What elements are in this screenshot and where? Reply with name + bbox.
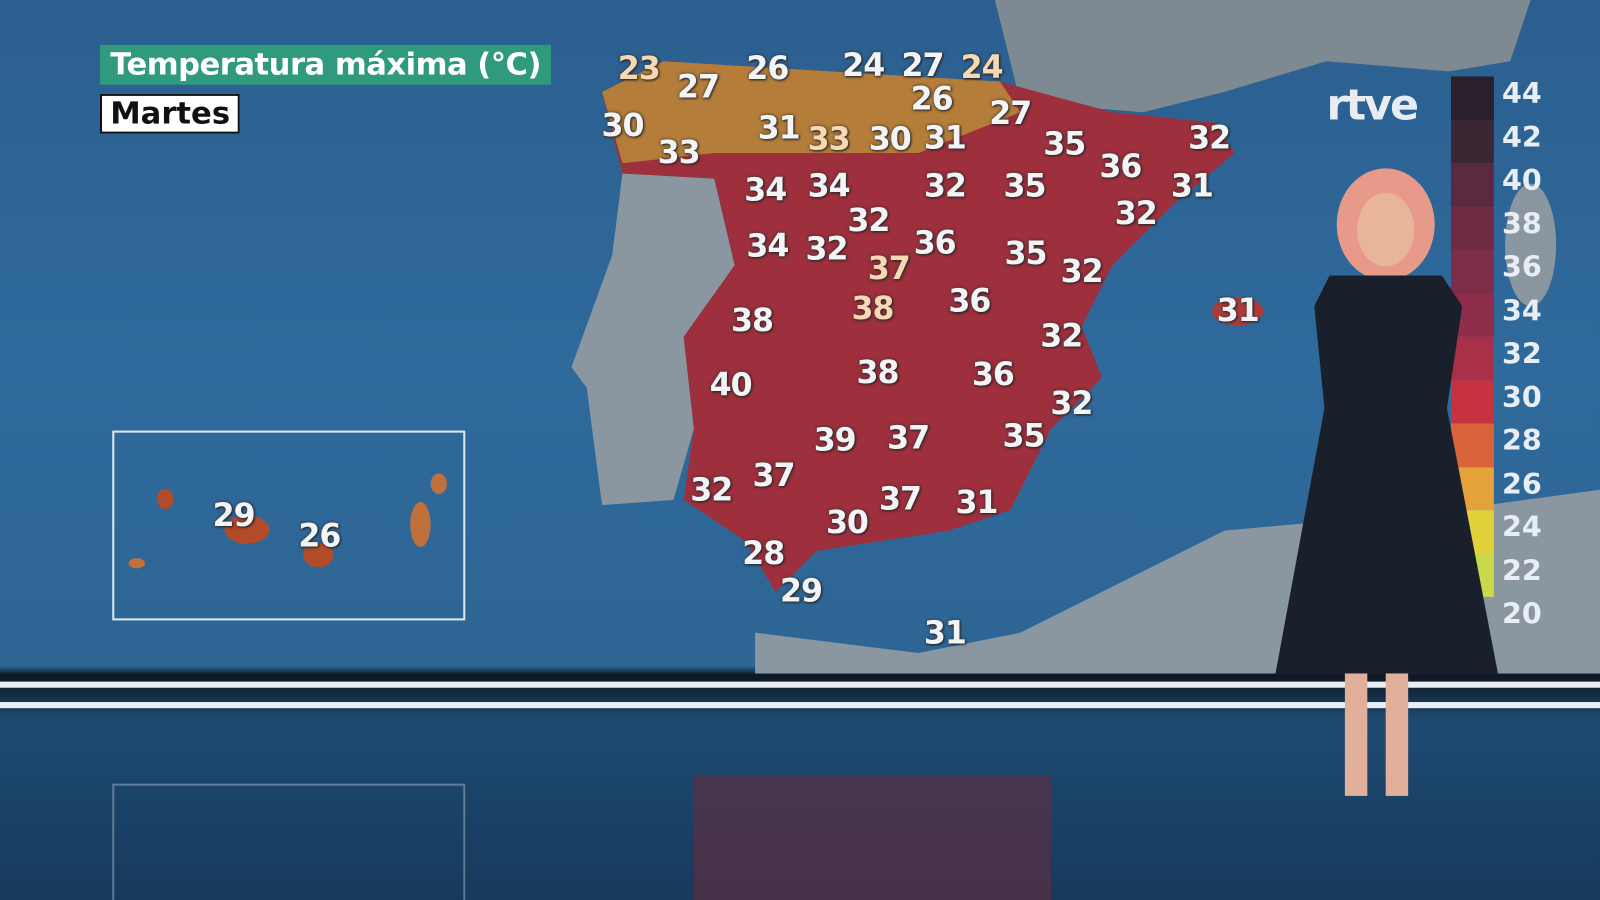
scale-tick-label: 40 — [1502, 163, 1542, 197]
scale-swatch — [1451, 76, 1494, 120]
temperature-label: 24 — [842, 47, 885, 85]
temperature-label: 32 — [805, 231, 849, 268]
temperature-label: 32 — [847, 202, 890, 240]
temperature-label: 32 — [1050, 385, 1093, 422]
temperature-label: 34 — [807, 167, 851, 205]
temperature-label: 32 — [1060, 253, 1104, 291]
canarias-temperature-label: 26 — [298, 517, 341, 555]
temperature-label: 31 — [1170, 167, 1214, 205]
scale-tick-label: 24 — [1502, 510, 1542, 544]
temperature-label: 31 — [757, 109, 801, 147]
scale-tick-label: 34 — [1502, 293, 1542, 328]
temperature-label: 36 — [913, 224, 957, 262]
presenter — [1275, 168, 1498, 796]
temperature-label: 38 — [856, 354, 900, 392]
temperature-label: 23 — [617, 50, 661, 88]
temperature-label: 36 — [971, 356, 1015, 394]
sardinia — [1505, 183, 1557, 307]
temperature-label: 29 — [780, 572, 823, 610]
map-title: Temperatura máxima (°C) — [99, 44, 552, 85]
temperature-label: 26 — [746, 50, 789, 88]
temperature-label: 31 — [1216, 292, 1260, 330]
temperature-label: 40 — [709, 366, 753, 404]
scale-tick-label: 42 — [1502, 119, 1542, 154]
portugal-land — [571, 173, 735, 506]
scale-tick-label: 36 — [1502, 249, 1542, 284]
temperature-label: 37 — [879, 481, 922, 518]
north-coast-band — [602, 61, 1021, 164]
scale-swatch — [1451, 163, 1494, 207]
scale-tick-label: 26 — [1502, 466, 1542, 501]
scale-swatch — [1451, 206, 1494, 250]
scale-swatch — [1451, 380, 1494, 424]
temperature-label: 26 — [910, 81, 954, 118]
temperature-label: 34 — [746, 228, 789, 265]
rtve-logo: rtve — [1326, 79, 1419, 130]
temperature-label: 35 — [1003, 167, 1046, 205]
studio-stripe — [0, 702, 1600, 709]
temperature-label: 37 — [752, 457, 795, 495]
france-land — [994, 0, 1531, 113]
day-label: Martes — [99, 93, 241, 134]
temperature-label: 30 — [825, 504, 869, 542]
temperature-label: 27 — [676, 68, 720, 106]
temperature-label: 37 — [887, 419, 930, 457]
temperature-label: 35 — [1002, 417, 1045, 455]
temperature-label: 31 — [955, 484, 999, 521]
temperature-label: 32 — [1114, 195, 1158, 233]
temperature-label: 36 — [1099, 148, 1142, 186]
temperature-label: 28 — [742, 535, 785, 572]
temperature-label: 30 — [601, 107, 644, 145]
studio-stripe — [0, 681, 1600, 688]
mallorca — [1212, 296, 1264, 326]
temperature-label: 30 — [868, 120, 912, 158]
temperature-label: 31 — [923, 119, 967, 157]
canarias-temperature-label: 29 — [212, 497, 256, 535]
scale-tick-label: 28 — [1502, 423, 1542, 458]
temperature-label: 33 — [807, 120, 851, 158]
scale-tick-label: 22 — [1502, 553, 1542, 588]
canarias-inset — [112, 430, 466, 621]
temperature-label: 24 — [960, 49, 1004, 87]
temperature-label: 38 — [731, 302, 774, 340]
temperature-label: 32 — [1040, 317, 1083, 355]
temperature-label: 32 — [1188, 119, 1231, 157]
scale-tick-label: 32 — [1502, 336, 1542, 371]
temperature-label: 36 — [948, 283, 991, 320]
temperature-label: 37 — [867, 250, 911, 288]
temperature-label: 39 — [813, 421, 857, 459]
scale-swatch — [1451, 249, 1494, 294]
temperature-label: 35 — [1043, 126, 1086, 163]
temperature-label: 34 — [744, 171, 787, 209]
scale-tick-label: 44 — [1502, 76, 1542, 111]
temperature-label: 31 — [923, 614, 967, 652]
canarias-map — [128, 473, 447, 569]
scale-swatch — [1451, 423, 1494, 467]
temperature-label: 38 — [851, 290, 894, 328]
scale-tick-label: 20 — [1502, 596, 1542, 631]
temperature-label: 33 — [657, 134, 701, 171]
floor-reflection — [0, 714, 1600, 900]
temperature-label: 35 — [1004, 235, 1048, 272]
scale-tick-label: 30 — [1502, 380, 1542, 414]
temperature-label: 27 — [901, 47, 944, 85]
scale-tick-label: 38 — [1502, 206, 1542, 241]
temperature-label: 32 — [690, 471, 733, 509]
scale-swatch — [1451, 336, 1494, 381]
spain-land — [602, 61, 1235, 592]
temperature-label: 27 — [989, 95, 1032, 133]
scale-swatch — [1451, 119, 1494, 164]
temperature-label: 32 — [923, 167, 967, 205]
